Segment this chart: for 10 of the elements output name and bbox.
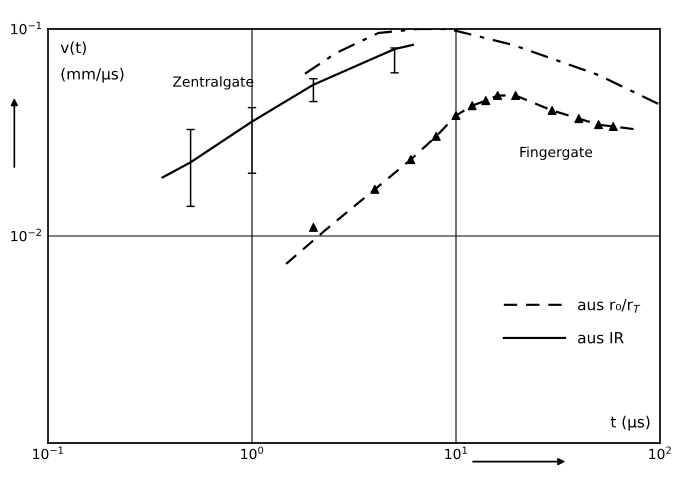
y-tick-label: 10$^{−2}$ (11, 228, 41, 242)
x-tick-label: 10$^{0}$ (241, 446, 264, 460)
x-axis-title: t (µs) (610, 416, 650, 431)
x-tick-label: 10$^{2}$ (649, 446, 671, 460)
y-axis-title: v(t) (mm/µs) (60, 41, 124, 83)
annotation: Fingergate (520, 146, 592, 160)
legend-label: aus IR (578, 332, 624, 344)
legend-label: aus r₀/r$_{T}$ (578, 299, 640, 313)
x-tick-label: 10$^{1}$ (445, 446, 467, 460)
x-tick-label: 10$^{−1}$ (33, 446, 63, 460)
